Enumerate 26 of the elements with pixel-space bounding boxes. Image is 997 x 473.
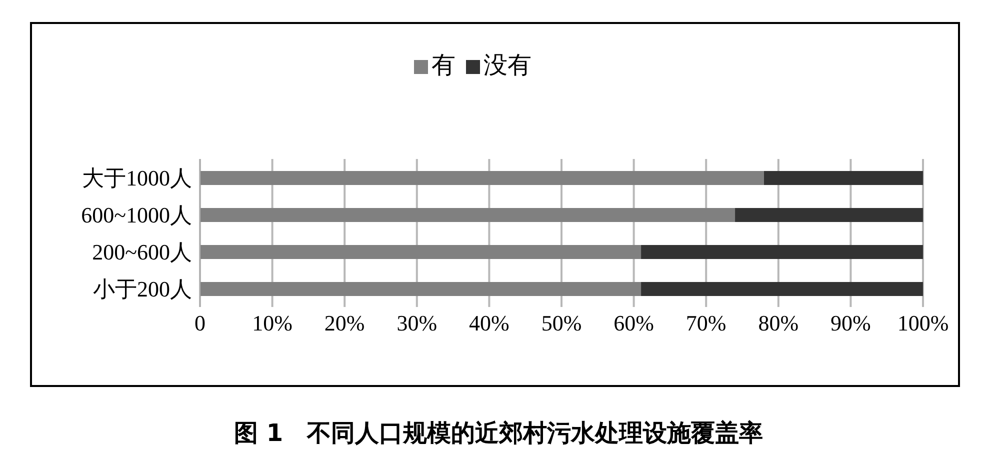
bar	[200, 208, 736, 222]
bar	[641, 282, 923, 296]
x-tick-label: 10%	[252, 310, 292, 336]
y-tick-label: 200~600人	[92, 239, 192, 264]
x-tick-label: 80%	[758, 310, 799, 336]
bar	[200, 282, 642, 296]
x-tick-label: 60%	[614, 310, 654, 336]
y-tick-label: 600~1000人	[81, 202, 192, 228]
x-tick-label: 0	[194, 310, 206, 336]
x-tick-label: 20%	[324, 310, 365, 336]
x-tick-label: 50%	[541, 310, 582, 336]
bar	[764, 171, 923, 185]
text: 图 1 不同人口规模的近郊村污水处理设施覆盖率	[232, 418, 764, 449]
y-tick-label: 小于200人	[93, 276, 192, 302]
legend-label: 有	[432, 53, 456, 79]
bar	[641, 245, 923, 259]
bar	[200, 171, 764, 185]
x-tick-label: 90%	[830, 310, 871, 336]
x-tick-label: 30%	[396, 310, 438, 336]
y-tick-label: 大于1000人	[82, 165, 192, 190]
legend-label: 没有	[484, 53, 532, 79]
bar	[735, 208, 923, 222]
x-tick-label: 40%	[469, 310, 510, 336]
bar	[200, 245, 642, 259]
x-tick-label: 70%	[686, 310, 726, 336]
x-tick-label: 100%	[897, 310, 949, 336]
